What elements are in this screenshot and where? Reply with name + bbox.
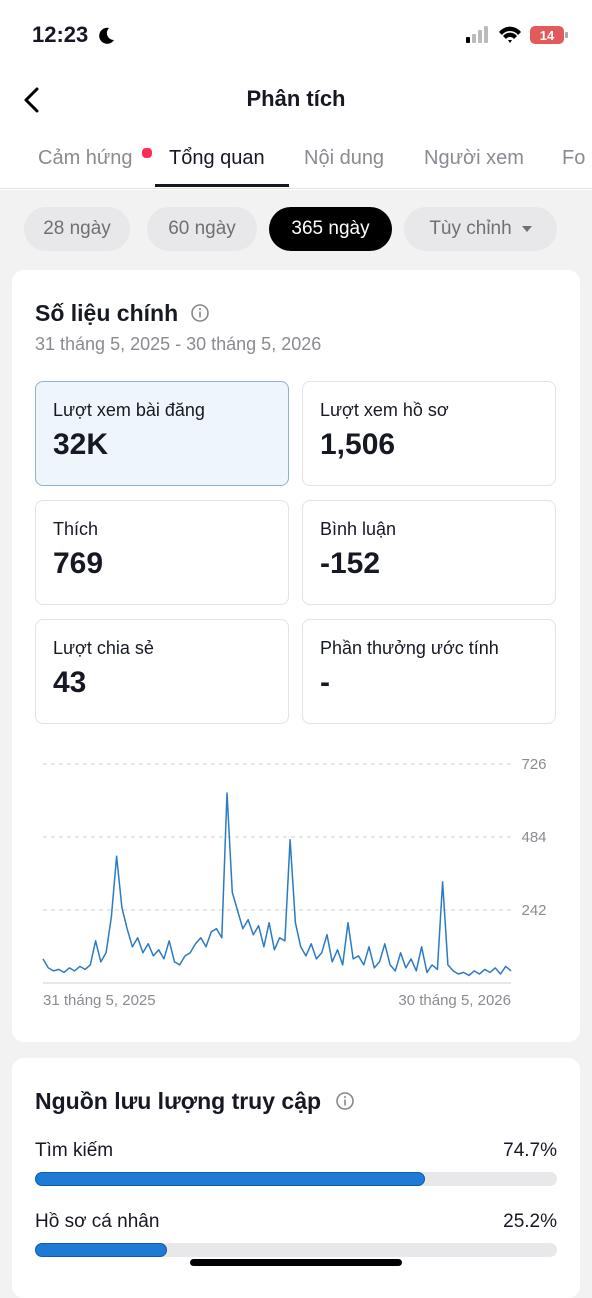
filter-pill[interactable]: 28 ngày <box>24 207 130 251</box>
metric-value: - <box>320 666 330 699</box>
metric-label: Bình luận <box>320 519 397 539</box>
notification-dot <box>141 147 153 159</box>
filter-label: Tùy chỉnh <box>429 218 512 239</box>
source-percent: 25.2% <box>503 1211 557 1232</box>
metric-value: 769 <box>53 547 104 580</box>
tab[interactable]: Fo <box>562 147 586 169</box>
line-chart: 242 484 726 31 tháng 5, 2025 30 tháng 5, 202… <box>42 756 547 1009</box>
section-title: Nguồn lưu lượng truy cập <box>35 1088 322 1114</box>
metric-value: 1,506 <box>320 428 396 461</box>
tab[interactable]: Người xem <box>424 147 524 169</box>
back-button[interactable] <box>20 86 44 114</box>
info-icon[interactable] <box>190 303 210 323</box>
filter-pill[interactable]: 60 ngày <box>147 207 257 251</box>
metric-card[interactable]: Bình luận -152 <box>302 500 556 605</box>
status-icons: 14 <box>466 26 568 44</box>
metric-label: Thích <box>53 519 99 539</box>
metric-card[interactable]: Lượt chia sẻ 43 <box>35 619 289 724</box>
battery-level: 14 <box>540 28 555 43</box>
metric-label: Lượt xem hồ sơ <box>320 400 449 420</box>
progress-bar <box>35 1172 425 1186</box>
date-range: 31 tháng 5, 2025 - 30 tháng 5, 2026 <box>35 334 322 354</box>
metric-label: Lượt xem bài đăng <box>53 400 205 420</box>
x-tick-label: 30 tháng 5, 2026 <box>398 992 511 1009</box>
home-indicator <box>190 1259 402 1266</box>
top-bar <box>0 0 592 190</box>
info-icon[interactable] <box>335 1091 355 1111</box>
metric-value: 32K <box>53 428 109 461</box>
tab[interactable]: Nội dung <box>304 147 385 169</box>
section-title: Số liệu chính <box>35 300 179 326</box>
metric-card[interactable]: Lượt xem hồ sơ 1,506 <box>302 381 556 486</box>
moon-icon <box>99 27 114 44</box>
filter-label: 365 ngày <box>291 218 370 239</box>
metric-label: Lượt chia sẻ <box>53 638 154 658</box>
key-metrics-card: Số liệu chính 31 tháng 5, 2025 - 30 thán… <box>12 270 580 1042</box>
tab[interactable]: Tổng quan <box>169 147 265 169</box>
y-tick-label: 726 <box>521 756 546 773</box>
tab-underline <box>155 184 289 187</box>
page-title: Phân tích <box>246 86 346 111</box>
metric-card[interactable]: Thích 769 <box>35 500 289 605</box>
y-tick-label: 484 <box>521 829 546 846</box>
tab[interactable]: Cảm hứng <box>38 147 133 169</box>
filter-label: 60 ngày <box>168 218 236 239</box>
filter-label: 28 ngày <box>43 218 111 239</box>
metric-value: -152 <box>320 547 381 580</box>
source-name: Hồ sơ cá nhân <box>35 1211 160 1232</box>
metric-label: Phần thưởng ước tính <box>320 638 499 658</box>
dropdown-caret <box>521 226 532 232</box>
y-tick-label: 242 <box>521 902 546 919</box>
metric-card[interactable]: Phần thưởng ước tính - <box>302 619 556 724</box>
metric-value: 43 <box>53 666 87 699</box>
source-percent: 74.7% <box>503 1140 557 1161</box>
status-time: 12:23 <box>32 22 89 47</box>
source-name: Tìm kiếm <box>35 1140 114 1161</box>
x-tick-label: 31 tháng 5, 2025 <box>43 992 156 1009</box>
metric-card[interactable]: Lượt xem bài đăng 32K <box>35 381 289 486</box>
filter-pill[interactable]: 365 ngày <box>269 207 392 251</box>
divider <box>0 188 592 189</box>
data-line <box>42 792 512 977</box>
progress-bar <box>35 1243 167 1257</box>
traffic-card: Nguồn lưu lượng truy cập Tìm kiếm 74.7% Hồ… <box>12 1058 580 1298</box>
filter-pill[interactable]: Tùy chỉnh <box>404 207 557 251</box>
